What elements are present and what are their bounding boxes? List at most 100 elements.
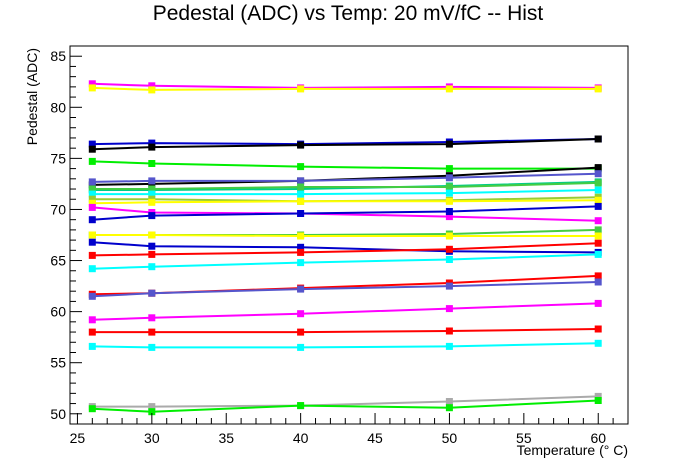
- data-point: [297, 177, 305, 185]
- series-line: [92, 274, 599, 296]
- series-line: [92, 342, 599, 349]
- data-point: [445, 282, 453, 290]
- data-point: [148, 250, 156, 258]
- series-9: [88, 179, 602, 193]
- data-point: [445, 342, 453, 350]
- data-point: [445, 140, 453, 148]
- series-10: [88, 186, 602, 198]
- data-point: [88, 140, 96, 148]
- series-line: [92, 302, 599, 321]
- x-axis-label: Temperature (° C): [516, 442, 628, 458]
- data-point: [88, 251, 96, 259]
- data-point: [594, 392, 602, 400]
- data-point: [297, 190, 305, 198]
- x-tick-label: 45: [367, 430, 383, 446]
- data-point: [297, 232, 305, 240]
- series-2: [88, 84, 602, 94]
- y-tick-label: 55: [50, 355, 66, 371]
- data-point: [148, 403, 156, 411]
- data-point: [297, 85, 305, 93]
- data-point: [148, 231, 156, 239]
- data-point: [594, 226, 602, 234]
- series-12: [88, 196, 602, 207]
- series-line: [92, 160, 599, 170]
- data-point: [148, 289, 156, 297]
- series-line: [92, 281, 599, 298]
- data-point: [88, 84, 96, 92]
- data-point: [594, 339, 602, 347]
- data-point: [445, 245, 453, 253]
- data-point: [445, 165, 453, 173]
- data-point: [297, 183, 305, 191]
- data-point: [445, 85, 453, 93]
- data-point: [594, 196, 602, 204]
- data-point: [297, 248, 305, 256]
- series-4: [88, 135, 602, 153]
- x-tick-label: 60: [590, 430, 606, 446]
- data-point: [594, 186, 602, 194]
- data-point: [297, 402, 305, 410]
- data-point: [594, 135, 602, 143]
- data-point: [594, 179, 602, 187]
- data-point: [445, 305, 453, 313]
- data-point: [297, 197, 305, 205]
- chart-title: Pedestal (ADC) vs Temp: 20 mV/fC -- Hist: [152, 2, 544, 25]
- data-point: [594, 217, 602, 225]
- series-line: [92, 253, 599, 270]
- data-point: [88, 157, 96, 165]
- data-point: [88, 405, 96, 413]
- data-point: [297, 310, 305, 318]
- data-point: [148, 328, 156, 336]
- y-tick-label: 70: [50, 201, 66, 217]
- data-point: [445, 208, 453, 215]
- x-tick-label: 35: [218, 430, 234, 446]
- data-point: [594, 299, 602, 307]
- series-line: [92, 328, 599, 334]
- y-tick-label: 75: [50, 150, 66, 166]
- data-point: [297, 259, 305, 267]
- data-point: [148, 139, 156, 147]
- series-line: [92, 86, 599, 91]
- data-point: [594, 170, 602, 178]
- data-point: [594, 272, 602, 280]
- data-point: [297, 141, 305, 149]
- series-line: [92, 234, 599, 237]
- data-point: [445, 183, 453, 191]
- data-point: [594, 250, 602, 258]
- data-point: [148, 408, 156, 416]
- data-point: [594, 85, 602, 93]
- data-point: [88, 145, 96, 153]
- x-tick-label: 25: [70, 430, 86, 446]
- data-point: [297, 328, 305, 336]
- series-24: [88, 339, 602, 351]
- data-point: [148, 190, 156, 198]
- series-20: [88, 272, 602, 298]
- data-point: [148, 177, 156, 185]
- data-point: [594, 397, 602, 404]
- data-point: [148, 86, 156, 94]
- data-point: [88, 199, 96, 207]
- data-point: [445, 174, 453, 182]
- data-point: [88, 190, 96, 198]
- data-point: [297, 163, 305, 171]
- data-point: [594, 202, 602, 210]
- series-26: [88, 397, 602, 416]
- data-point: [297, 243, 305, 251]
- series-19: [88, 250, 602, 273]
- data-point: [594, 278, 602, 286]
- x-tick-label: 40: [293, 430, 309, 446]
- series-line: [92, 199, 599, 205]
- data-point: [445, 232, 453, 240]
- data-point: [297, 343, 305, 351]
- data-point: [445, 189, 453, 197]
- data-point: [297, 285, 305, 293]
- series-16: [88, 231, 602, 240]
- data-point: [594, 239, 602, 247]
- data-point: [148, 82, 156, 90]
- data-point: [594, 325, 602, 333]
- series-5: [88, 157, 602, 173]
- data-point: [148, 212, 156, 220]
- data-point: [148, 185, 156, 193]
- data-point: [88, 265, 96, 273]
